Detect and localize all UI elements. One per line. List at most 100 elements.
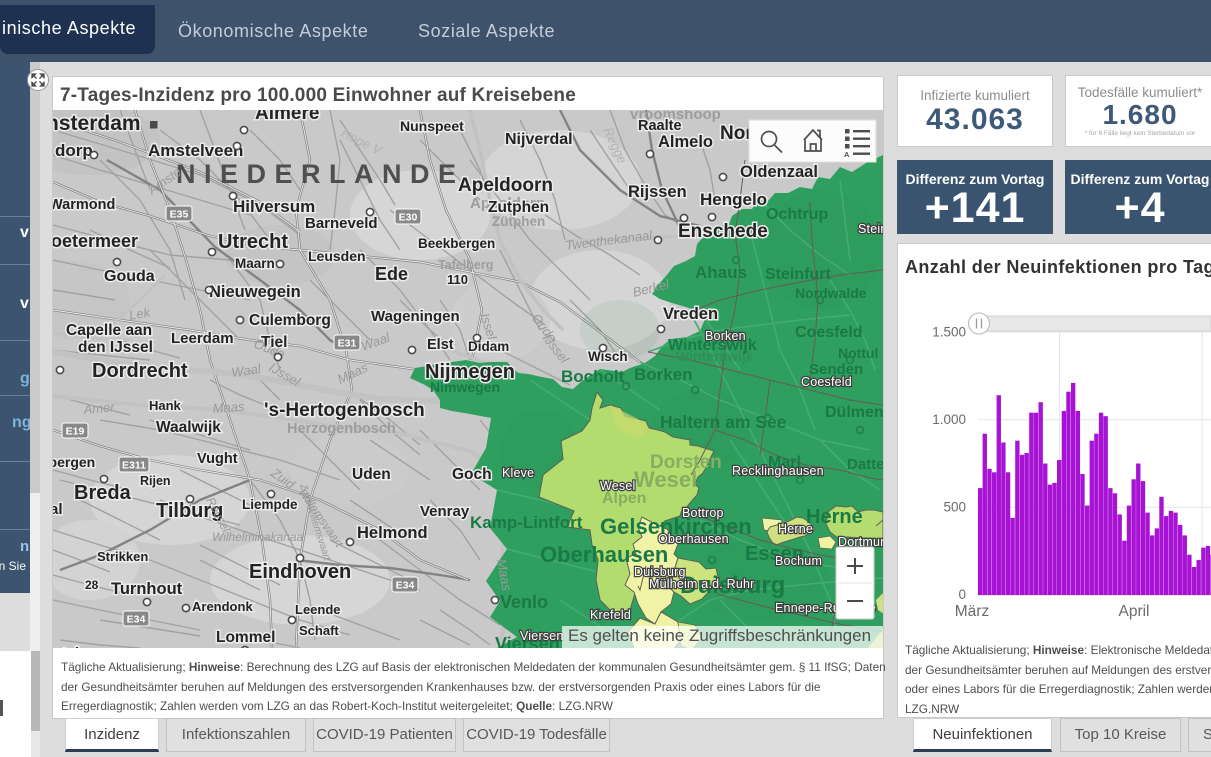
- svg-text:Helmond: Helmond: [357, 524, 428, 542]
- svg-text:Zutphen: Zutphen: [488, 199, 549, 216]
- svg-text:Uden: Uden: [352, 466, 391, 483]
- svg-text:Borken: Borken: [634, 365, 693, 384]
- svg-text:April: April: [1118, 603, 1149, 620]
- svg-text:0: 0: [958, 587, 966, 602]
- svg-text:Culemborg: Culemborg: [249, 312, 331, 329]
- svg-text:Hilversum: Hilversum: [233, 197, 315, 216]
- svg-text:Dortmun: Dortmun: [838, 535, 883, 549]
- svg-text:Ahaus: Ahaus: [695, 263, 747, 282]
- svg-text:Bochum: Bochum: [775, 554, 822, 568]
- svg-text:Breda: Breda: [74, 482, 132, 504]
- svg-text:Datte: Datte: [847, 456, 883, 473]
- svg-text:Ede: Ede: [375, 264, 408, 284]
- svg-text:Lek: Lek: [128, 304, 153, 323]
- svg-text:Wesel: Wesel: [600, 479, 636, 493]
- svg-text:Warmond: Warmond: [53, 197, 115, 213]
- svg-text:Enschede: Enschede: [678, 221, 768, 242]
- svg-text:Rijen: Rijen: [140, 474, 171, 488]
- svg-text:Venray: Venray: [420, 503, 470, 520]
- svg-text:Coesfeld: Coesfeld: [801, 375, 852, 389]
- svg-text:Borken: Borken: [705, 329, 746, 343]
- svg-text:al: al: [53, 501, 63, 518]
- svg-text:Vught: Vught: [197, 451, 238, 467]
- svg-text:vroomshoop: vroomshoop: [630, 110, 721, 123]
- svg-text:1.000: 1.000: [932, 412, 966, 427]
- svg-text:E31: E31: [338, 338, 357, 350]
- svg-text:Appeldorn: Appeldorn: [470, 195, 545, 212]
- svg-text:E34: E34: [396, 580, 415, 592]
- svg-text:Venlo: Venlo: [500, 592, 548, 612]
- svg-text:Wisch: Wisch: [588, 349, 628, 364]
- svg-text:Rijssen: Rijssen: [628, 183, 687, 201]
- svg-text:Krefeld: Krefeld: [590, 608, 631, 622]
- svg-text:NIEDERLANDE: NIEDERLANDE: [176, 159, 465, 189]
- svg-text:Winterswijk: Winterswijk: [676, 348, 754, 364]
- svg-text:Amer: Amer: [82, 399, 116, 417]
- svg-text:dorp: dorp: [55, 141, 93, 160]
- svg-text:Zoetermeer: Zoetermeer: [53, 231, 138, 251]
- svg-text:Almelo: Almelo: [658, 133, 713, 151]
- svg-text:28: 28: [85, 578, 99, 592]
- svg-text:Kleve: Kleve: [502, 466, 534, 480]
- svg-text:Nunspeet: Nunspeet: [400, 118, 464, 134]
- svg-text:Recklinghausen: Recklinghausen: [732, 464, 824, 478]
- svg-text:E311: E311: [122, 460, 146, 472]
- svg-text:Amsterdam: Amsterdam: [53, 112, 141, 135]
- svg-text:Vreden: Vreden: [663, 305, 718, 323]
- svg-text:Essen: Essen: [745, 543, 804, 565]
- svg-text:März: März: [955, 603, 989, 620]
- svg-text:Strikken: Strikken: [97, 549, 148, 564]
- svg-text:Herzogenbosch: Herzogenbosch: [287, 421, 396, 437]
- svg-text:Nottul: Nottul: [838, 345, 878, 361]
- svg-text:Tiel: Tiel: [261, 334, 287, 351]
- svg-text:Barneveld: Barneveld: [305, 215, 378, 232]
- svg-text:Leerdam: Leerdam: [171, 330, 234, 347]
- svg-text:Herne: Herne: [778, 522, 813, 536]
- svg-text:Kamp-Lintfort: Kamp-Lintfort: [470, 513, 583, 532]
- svg-text:Ochtrup: Ochtrup: [766, 206, 828, 223]
- svg-text:Haltern am See: Haltern am See: [660, 412, 787, 432]
- svg-text:Elst: Elst: [427, 337, 454, 353]
- svg-text:Dorsten: Dorsten: [650, 452, 722, 473]
- svg-text:Waal: Waal: [230, 361, 262, 380]
- svg-text:Nijmegen: Nijmegen: [425, 361, 515, 383]
- svg-text:Viersen: Viersen: [520, 629, 564, 643]
- svg-text:1.500: 1.500: [932, 325, 966, 340]
- svg-text:Capelle aan: Capelle aan: [66, 322, 152, 339]
- svg-text:Beekbergen: Beekbergen: [418, 236, 495, 251]
- svg-text:Winterswijk: Winterswijk: [668, 337, 757, 354]
- svg-text:Goch: Goch: [452, 466, 492, 483]
- svg-text:Gelsenkirchen: Gelsenkirchen: [600, 514, 752, 539]
- svg-text:Herne: Herne: [806, 506, 863, 528]
- svg-text:110: 110: [447, 272, 468, 287]
- svg-text:Oldenzaal: Oldenzaal: [740, 163, 818, 181]
- svg-text:Leende: Leende: [295, 602, 341, 617]
- svg-text:Oberhausen: Oberhausen: [658, 532, 729, 546]
- svg-text:Schaft: Schaft: [299, 623, 339, 638]
- svg-text:Coesfeld: Coesfeld: [795, 324, 863, 341]
- svg-text:Apeldoorn: Apeldoorn: [458, 175, 553, 196]
- svg-text:Dülmen: Dülmen: [825, 404, 883, 421]
- svg-text:Duisburg: Duisburg: [634, 565, 686, 579]
- svg-text:Alpen: Alpen: [602, 490, 646, 507]
- svg-text:Almere: Almere: [255, 110, 319, 124]
- svg-text:Nimwegen: Nimwegen: [430, 379, 500, 395]
- svg-text:Raalte: Raalte: [638, 118, 682, 134]
- svg-text:Gouda: Gouda: [104, 268, 155, 285]
- svg-text:500: 500: [943, 499, 966, 514]
- svg-text:Dordrecht: Dordrecht: [92, 360, 188, 382]
- svg-text:Oberhausen: Oberhausen: [540, 542, 668, 567]
- svg-text:Marl: Marl: [768, 454, 801, 471]
- svg-text:Waalwijk: Waalwijk: [156, 419, 221, 436]
- svg-text:Bocholt: Bocholt: [561, 367, 625, 386]
- svg-text:Arendonk: Arendonk: [192, 599, 253, 614]
- svg-text:Senden: Senden: [809, 361, 863, 378]
- svg-text:'s-Hertogenbosch: 's-Hertogenbosch: [264, 400, 425, 421]
- svg-text:Zütphen: Zütphen: [492, 214, 545, 229]
- svg-text:Hank: Hank: [149, 398, 182, 413]
- svg-text:Bottrop: Bottrop: [682, 506, 724, 520]
- svg-text:Liempde: Liempde: [242, 497, 298, 512]
- svg-text:Maarn: Maarn: [235, 256, 275, 271]
- svg-text:A: A: [844, 150, 850, 159]
- svg-text:Maas: Maas: [494, 558, 514, 592]
